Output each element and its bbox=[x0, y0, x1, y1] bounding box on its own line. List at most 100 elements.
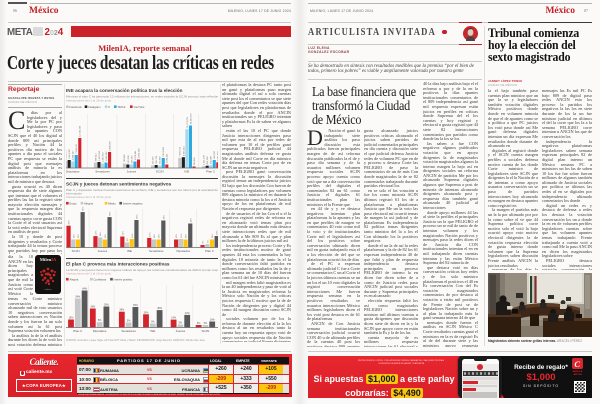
svg-text:16%: 16% bbox=[210, 319, 216, 322]
svg-text:22%: 22% bbox=[122, 231, 124, 235]
svg-text:10%: 10% bbox=[181, 233, 183, 237]
svg-text:La SCJN y los jueces tienen lo: La SCJN y los jueces tienen los mejores … bbox=[66, 268, 218, 272]
svg-text:4,846,412: 4,846,412 bbox=[183, 145, 185, 156]
svg-text:1,494,247: 1,494,247 bbox=[73, 150, 75, 161]
svg-text:71,274,765: 71,274,765 bbox=[187, 116, 189, 128]
svg-text:452,208: 452,208 bbox=[207, 156, 209, 165]
svg-text:28%: 28% bbox=[104, 304, 110, 307]
svg-text:274,982: 274,982 bbox=[160, 156, 162, 165]
svg-text:10%: 10% bbox=[73, 234, 75, 238]
svg-text:6%: 6% bbox=[127, 238, 129, 241]
svg-text:10%: 10% bbox=[105, 234, 107, 238]
svg-text:Jueces: Jueces bbox=[176, 329, 186, 333]
svg-text:Plan C: Plan C bbox=[73, 329, 83, 333]
svg-text:64%: 64% bbox=[82, 288, 88, 291]
svg-text:Interacciones del 1 al 16 de j: Interacciones del 1 al 16 de junio bbox=[66, 99, 112, 103]
svg-text:5%: 5% bbox=[197, 322, 201, 325]
svg-text:1,487,296: 1,487,296 bbox=[99, 150, 101, 161]
svg-text:22%: 22% bbox=[96, 230, 98, 234]
svg-text:38%: 38% bbox=[157, 307, 163, 310]
svg-text:Plan C: Plan C bbox=[205, 249, 215, 253]
svg-text:SCJN: SCJN bbox=[156, 170, 164, 174]
svg-text:Interacciones del 1 al 16 de j: Interacciones del 1 al 16 de junio bbox=[66, 272, 112, 276]
svg-text:7,198,247: 7,198,247 bbox=[76, 143, 78, 154]
svg-text:SCJN: SCJN bbox=[201, 329, 209, 333]
svg-text:INE acapara la conversación po: INE acapara la conversación política tra… bbox=[66, 88, 183, 93]
svg-text:5,889,687: 5,889,687 bbox=[110, 140, 112, 151]
svg-text:Jueces: Jueces bbox=[127, 170, 137, 174]
svg-text:Diputados: Diputados bbox=[176, 249, 190, 253]
svg-text:El plan C provoca más interacc: El plan C provoca más interacciones posi… bbox=[66, 262, 170, 267]
svg-text:7,968,213: 7,968,213 bbox=[180, 146, 182, 157]
svg-text:311,035: 311,035 bbox=[153, 156, 155, 165]
svg-text:54%: 54% bbox=[75, 296, 81, 299]
svg-text:10%: 10% bbox=[132, 233, 134, 237]
svg-text:INE: INE bbox=[127, 249, 132, 253]
svg-text:46,462,672: 46,462,672 bbox=[190, 113, 192, 125]
svg-text:Alegría: Alegría bbox=[84, 201, 93, 205]
svg-text:SCJN y jueces detonan sentimie: SCJN y jueces detonan sentimientos negat… bbox=[66, 182, 172, 187]
svg-text:Diputados: Diputados bbox=[93, 329, 107, 333]
svg-text:Alegría: Alegría bbox=[69, 277, 78, 281]
svg-text:45%: 45% bbox=[190, 218, 192, 222]
svg-text:Diputados: Diputados bbox=[66, 170, 80, 174]
svg-text:16%: 16% bbox=[69, 317, 75, 320]
svg-text:1,187,033: 1,187,033 bbox=[102, 152, 104, 163]
svg-text:X: X bbox=[108, 105, 110, 109]
svg-text:605,287: 605,287 bbox=[131, 155, 133, 164]
svg-text:Miedo: Miedo bbox=[108, 201, 116, 205]
svg-text:16%: 16% bbox=[149, 232, 151, 236]
svg-text:SCJN: SCJN bbox=[72, 249, 80, 253]
svg-text:Senadores: Senadores bbox=[95, 170, 110, 174]
svg-text:Mientras el plan C ha generado: Mientras el plan C ha generado 12 millon… bbox=[66, 95, 218, 99]
svg-text:30%: 30% bbox=[144, 311, 150, 314]
svg-text:36%: 36% bbox=[119, 309, 125, 312]
svg-text:Facebook: Facebook bbox=[69, 105, 82, 109]
svg-text:10%: 10% bbox=[186, 234, 188, 238]
svg-text:58%: 58% bbox=[110, 211, 112, 215]
svg-text:Plan C: Plan C bbox=[206, 170, 216, 174]
svg-text:14%: 14% bbox=[171, 317, 177, 320]
svg-text:36%: 36% bbox=[90, 306, 96, 309]
svg-text:1,411,138: 1,411,138 bbox=[204, 155, 206, 165]
svg-text:Confianza: Confianza bbox=[94, 277, 107, 281]
svg-text:1,084,441: 1,084,441 bbox=[167, 153, 169, 164]
svg-text:Jueces: Jueces bbox=[98, 249, 108, 253]
svg-text:10%: 10% bbox=[154, 234, 156, 238]
svg-text:Senadores: Senadores bbox=[149, 249, 164, 253]
svg-text:56%: 56% bbox=[163, 215, 165, 219]
svg-text:916,287: 916,287 bbox=[214, 150, 216, 159]
svg-text:5%: 5% bbox=[207, 240, 209, 243]
svg-text:553,038: 553,038 bbox=[128, 155, 130, 164]
svg-text:366,980: 366,980 bbox=[211, 155, 213, 164]
svg-text:908,512: 908,512 bbox=[95, 153, 97, 162]
svg-text:5%: 5% bbox=[204, 322, 208, 325]
svg-text:3%: 3% bbox=[203, 241, 205, 244]
svg-text:2,804,299: 2,804,299 bbox=[138, 148, 140, 159]
svg-text:1,878,441: 1,878,441 bbox=[135, 150, 137, 161]
svg-text:12,410,296: 12,410,296 bbox=[80, 125, 82, 137]
svg-text:18%: 18% bbox=[217, 230, 218, 234]
svg-text:1,845,671: 1,845,671 bbox=[66, 149, 68, 160]
svg-text:1,640,082: 1,640,082 bbox=[106, 151, 108, 162]
svg-text:12%: 12% bbox=[78, 234, 80, 238]
svg-text:5%: 5% bbox=[179, 322, 183, 325]
svg-text:65%: 65% bbox=[83, 206, 85, 210]
svg-text:10%: 10% bbox=[212, 234, 214, 238]
svg-text:Enojo: Enojo bbox=[69, 201, 77, 205]
svg-text:35%: 35% bbox=[69, 220, 71, 224]
svg-text:10%: 10% bbox=[159, 234, 161, 238]
svg-text:5%: 5% bbox=[98, 319, 102, 322]
svg-text:42%: 42% bbox=[185, 312, 191, 315]
svg-text:505,736: 505,736 bbox=[156, 155, 158, 164]
svg-text:5%: 5% bbox=[127, 320, 131, 323]
svg-text:Interés positivo: Interés positivo bbox=[114, 277, 133, 281]
svg-text:Interés negativo: Interés negativo bbox=[123, 201, 143, 205]
svg-text:TikTok: TikTok bbox=[117, 105, 126, 109]
svg-text:768,845: 768,845 bbox=[124, 154, 126, 163]
svg-text:56%: 56% bbox=[137, 214, 139, 218]
svg-text:INE: INE bbox=[150, 329, 155, 333]
svg-text:Plan C y diputados motivan bue: Plan C y diputados motivan buenas reacci… bbox=[66, 188, 218, 192]
svg-text:Instagram: Instagram bbox=[88, 105, 101, 109]
svg-text:información: información bbox=[66, 192, 82, 196]
